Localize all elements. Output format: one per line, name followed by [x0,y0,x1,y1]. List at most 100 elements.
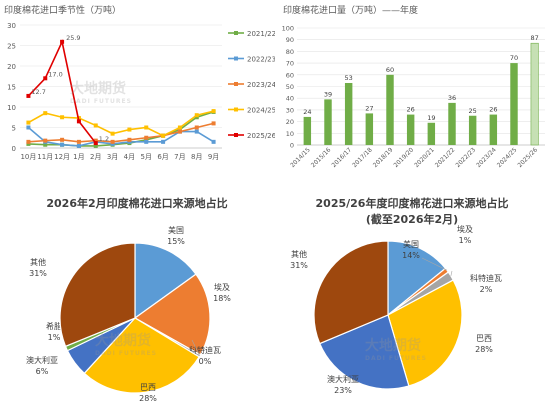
pie-slice-美国 [134,242,197,320]
y-tick-label: 60 [286,71,294,79]
legend-marker [234,107,238,112]
bar [489,114,498,145]
series-point [93,123,98,128]
series-point [26,139,31,144]
slice-name-label: 澳大利亚 [26,355,58,365]
y-tick-label: 30 [286,106,294,114]
x-tick-label: 2018/19 [372,146,395,169]
leader-line [191,339,201,356]
series-point [110,131,115,136]
bar [344,82,353,145]
series-point [60,39,65,44]
y-tick-label: 10 [7,104,16,112]
x-tick-label: 2015/16 [310,146,333,169]
x-tick-label: 2019/20 [392,146,415,169]
bar [530,42,539,146]
x-tick-label: 4月 [124,153,135,161]
slice-name-label: 埃及 [457,224,473,234]
y-tick-label: 0 [12,145,16,153]
series-point [144,137,149,142]
series-point [144,125,149,130]
x-tick-label: 2020/21 [413,146,436,169]
series-point [60,142,65,147]
pie-slice-美国 [387,240,447,317]
x-tick-label: 12月 [54,153,70,161]
legend-label: 2021/22 [247,30,275,38]
series-point [177,129,182,134]
slice-name-label: 美国 [403,239,419,249]
slice-name-label: 科特迪瓦 [470,273,502,283]
slice-percent-label: 23% [334,386,352,395]
slice-percent-label: 31% [29,269,47,278]
series-point [26,125,31,130]
season-pie-title: 2025/26年度印度棉花进口来源地占比 [316,196,509,210]
series-point [177,127,182,132]
bar [468,115,477,145]
slice-percent-label: 31% [290,261,308,270]
bar [427,122,436,145]
series-point [93,138,98,143]
pie-slice-澳大利亚 [318,314,410,390]
bar-value-label: 19 [427,114,435,122]
legend-marker [234,56,238,61]
series-line-2023/24 [28,122,214,143]
annual-chart-title: 印度棉花进口量（万吨）——年度 [283,4,418,16]
y-tick-label: 5 [12,125,16,133]
y-tick-label: 15 [7,84,16,92]
y-tick-label: 80 [286,48,294,56]
slice-name-label: 巴西 [140,383,156,392]
series-point [26,93,31,98]
slice-percent-label: 15% [167,237,185,246]
legend-marker [234,82,238,86]
series-point [194,113,199,118]
legend-label: 2025/26 [247,132,275,140]
series-point [194,115,199,120]
slice-percent-label: 18% [213,294,231,303]
series-point [43,76,48,81]
bar [510,63,518,145]
x-tick-label: 2014/15 [289,146,312,169]
bar-value-label: 27 [365,104,373,112]
series-point [76,143,81,148]
x-tick-label: 11月 [37,153,53,161]
series-point [43,138,48,143]
y-tick-label: 25 [7,43,16,51]
bar [303,116,312,145]
bar-value-label: 26 [407,106,415,114]
pie-slice-其他 [59,242,136,348]
seasonal-chart-title: 印度棉花进口季节性（万吨） [4,4,121,16]
series-point [60,137,65,142]
series-point [110,139,115,144]
season-source-pie-chart: 2025/26年度印度棉花进口来源地占比 (截至2026年2月) 美国 14% 埃及… [275,190,550,401]
series-point [26,141,31,146]
bar-value-label: 25 [469,107,477,115]
slice-percent-label: 1% [459,236,472,245]
slice-name-label: 科特迪瓦 [189,345,221,355]
seasonal-line-chart: 印度棉花进口季节性（万吨） 0 5 10 15 20 25 30 10月 11月 12月 1月 2月 3… [0,0,277,170]
series-point [127,127,132,132]
series-point [127,139,132,144]
series-point [194,129,199,134]
series-point [60,115,65,120]
bar-value-label: 26 [489,106,497,114]
x-tick-label: 2021/22 [434,146,457,169]
legend-label: 2024/25 [247,107,275,115]
annual-bar-chart: 印度棉花进口量（万吨）——年度 0 10 20 30 40 50 60 70 80 90 100 24… [275,0,550,170]
x-tick-label: 2025/26 [516,146,539,169]
feb-source-pie-chart: 2026年2月印度棉花进口来源地占比 美国 15% 埃及 18% 科特迪瓦 0% 巴西 28%… [0,190,275,403]
slice-name-label: 美国 [168,225,184,235]
annual-bar-chart-svg: 印度棉花进口量（万吨）——年度 0 10 20 30 40 50 60 70 80 90 100 24… [282,4,545,169]
seasonal-line-chart-svg: 印度棉花进口季节性（万吨） 0 5 10 15 20 25 30 10月 11月 12月 1月 2月 3… [4,4,277,161]
y-tick-label: 20 [286,118,294,126]
bar-value-label: 53 [345,74,353,82]
legend-label: 2023/24 [247,81,275,89]
series-point [127,137,132,142]
bar [365,113,374,145]
feb-pie-title: 2026年2月印度棉花进口来源地占比 [46,196,227,210]
series-point [43,111,48,116]
x-tick-label: 7月 [174,153,185,161]
point-label: 17.0 [48,70,62,78]
x-tick-label: 5月 [141,153,152,161]
legend-marker [234,133,238,137]
x-tick-label: 9月 [208,153,219,161]
